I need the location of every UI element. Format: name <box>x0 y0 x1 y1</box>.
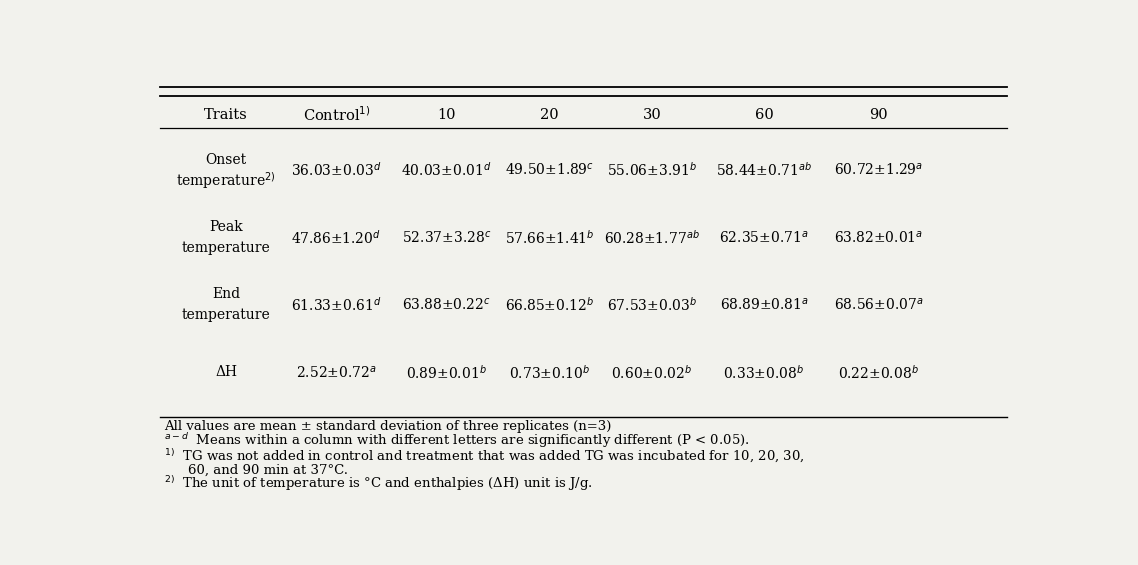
Text: 0.89±0.01$^{b}$: 0.89±0.01$^{b}$ <box>406 363 487 381</box>
Text: 0.22±0.08$^{b}$: 0.22±0.08$^{b}$ <box>839 363 920 381</box>
Text: Control$^{1)}$: Control$^{1)}$ <box>303 106 370 124</box>
Text: 68.56±0.07$^{a}$: 68.56±0.07$^{a}$ <box>834 297 924 313</box>
Text: All values are mean ± standard deviation of three replicates (n=3): All values are mean ± standard deviation… <box>164 420 611 433</box>
Text: 20: 20 <box>541 108 559 122</box>
Text: 60.28±1.77$^{ab}$: 60.28±1.77$^{ab}$ <box>604 228 700 246</box>
Text: 0.33±0.08$^{b}$: 0.33±0.08$^{b}$ <box>724 363 805 381</box>
Text: 49.50±1.89$^{c}$: 49.50±1.89$^{c}$ <box>505 162 594 178</box>
Text: 10: 10 <box>437 108 456 122</box>
Text: 30: 30 <box>643 108 661 122</box>
Text: 61.33±0.61$^{d}$: 61.33±0.61$^{d}$ <box>291 296 381 314</box>
Text: 36.03±0.03$^{d}$: 36.03±0.03$^{d}$ <box>291 161 381 179</box>
Text: ΔH: ΔH <box>215 366 237 379</box>
Text: 57.66±1.41$^{b}$: 57.66±1.41$^{b}$ <box>505 228 594 246</box>
Text: $^{1)}$  TG was not added in control and treatment that was added TG was incubat: $^{1)}$ TG was not added in control and … <box>164 448 805 466</box>
Text: 2.52±0.72$^{a}$: 2.52±0.72$^{a}$ <box>296 364 377 380</box>
Text: Peak: Peak <box>209 220 242 234</box>
Text: 67.53±0.03$^{b}$: 67.53±0.03$^{b}$ <box>607 296 698 314</box>
Text: 60.72±1.29$^{a}$: 60.72±1.29$^{a}$ <box>834 162 923 178</box>
Text: 90: 90 <box>869 108 888 122</box>
Text: temperature: temperature <box>182 308 271 323</box>
Text: 62.35±0.71$^{a}$: 62.35±0.71$^{a}$ <box>719 229 809 245</box>
Text: temperature: temperature <box>182 241 271 255</box>
Text: 60: 60 <box>754 108 774 122</box>
Text: Traits: Traits <box>204 108 248 122</box>
Text: End: End <box>212 288 240 302</box>
Text: 47.86±1.20$^{d}$: 47.86±1.20$^{d}$ <box>291 228 381 246</box>
Text: 0.73±0.10$^{b}$: 0.73±0.10$^{b}$ <box>509 363 591 381</box>
Text: $^{a-d}$  Means within a column with different letters are significantly differe: $^{a-d}$ Means within a column with diff… <box>164 431 750 450</box>
Text: 63.82±0.01$^{a}$: 63.82±0.01$^{a}$ <box>834 229 923 245</box>
Text: $^{2)}$  The unit of temperature is °C and enthalpies (ΔH) unit is J/g.: $^{2)}$ The unit of temperature is °C an… <box>164 474 593 493</box>
Text: Onset: Onset <box>206 153 247 167</box>
Text: 0.60±0.02$^{b}$: 0.60±0.02$^{b}$ <box>611 363 693 381</box>
Text: 52.37±3.28$^{c}$: 52.37±3.28$^{c}$ <box>402 229 492 245</box>
Text: 63.88±0.22$^{c}$: 63.88±0.22$^{c}$ <box>402 297 490 313</box>
Text: 68.89±0.81$^{a}$: 68.89±0.81$^{a}$ <box>719 297 808 313</box>
Text: 40.03±0.01$^{d}$: 40.03±0.01$^{d}$ <box>402 161 492 179</box>
Text: 66.85±0.12$^{b}$: 66.85±0.12$^{b}$ <box>505 296 594 314</box>
Text: 60, and 90 min at 37°C.: 60, and 90 min at 37°C. <box>188 464 348 477</box>
Text: temperature$^{2)}$: temperature$^{2)}$ <box>176 170 275 191</box>
Text: 58.44±0.71$^{ab}$: 58.44±0.71$^{ab}$ <box>716 161 813 179</box>
Text: 55.06±3.91$^{b}$: 55.06±3.91$^{b}$ <box>607 161 698 179</box>
